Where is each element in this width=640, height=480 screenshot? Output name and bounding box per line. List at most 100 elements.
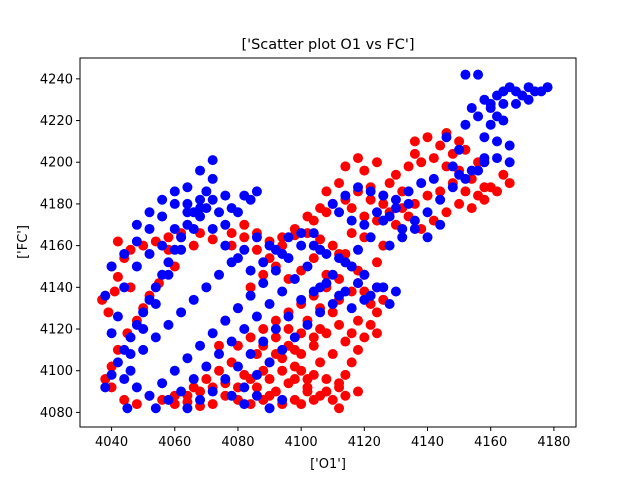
point-s1-2 (112, 357, 123, 368)
point-s1-58 (150, 403, 161, 414)
point-s0-21 (239, 232, 250, 243)
point-s0-59 (353, 315, 364, 326)
point-s0-161 (435, 186, 446, 197)
point-s1-33 (169, 365, 180, 376)
point-s0-89 (340, 336, 351, 347)
point-s0-103 (315, 324, 326, 335)
point-s0-144 (409, 148, 420, 159)
point-s0-47 (327, 394, 338, 405)
y-tick-label: 4080 (40, 406, 73, 421)
point-s1-95 (232, 253, 243, 264)
point-s1-178 (473, 69, 484, 80)
point-s0-60 (308, 340, 319, 351)
point-s1-208 (422, 232, 433, 243)
point-s1-76 (220, 190, 231, 201)
point-s1-36 (207, 328, 218, 339)
point-s1-191 (479, 153, 490, 164)
point-s0-62 (334, 319, 345, 330)
point-s0-38 (258, 324, 269, 335)
point-s1-117 (232, 361, 243, 372)
point-s1-144 (365, 186, 376, 197)
point-s0-52 (359, 332, 370, 343)
point-s1-16 (201, 186, 212, 197)
point-s1-134 (378, 282, 389, 293)
point-s0-175 (479, 194, 490, 205)
point-s1-192 (466, 165, 477, 176)
point-s0-50 (346, 357, 357, 368)
point-s0-173 (454, 198, 465, 209)
point-s1-196 (416, 178, 427, 189)
x-tick-label: 4100 (285, 435, 318, 450)
point-s0-181 (365, 194, 376, 205)
point-s0-191 (239, 219, 250, 230)
point-s1-211 (144, 207, 155, 218)
y-tick-label: 4140 (40, 281, 73, 296)
point-s1-97 (258, 257, 269, 268)
point-s0-218 (334, 378, 345, 389)
point-s1-79 (176, 244, 187, 255)
point-s1-52 (226, 336, 237, 347)
point-s1-84 (119, 374, 130, 385)
point-s0-80 (251, 382, 262, 393)
point-s0-37 (270, 315, 281, 326)
point-s0-201 (119, 394, 130, 405)
point-s1-61 (150, 332, 161, 343)
point-s1-183 (510, 98, 521, 109)
point-s1-123 (239, 382, 250, 393)
point-s0-138 (504, 178, 515, 189)
point-s1-204 (315, 282, 326, 293)
point-s1-0 (100, 382, 111, 393)
point-s1-57 (163, 394, 174, 405)
point-s0-219 (302, 374, 313, 385)
point-s1-56 (176, 386, 187, 397)
point-s1-193 (454, 169, 465, 180)
point-s0-27 (315, 234, 326, 245)
point-s0-76 (201, 374, 212, 385)
point-s0-172 (441, 207, 452, 218)
point-s1-1 (106, 369, 117, 380)
plot-frame (79, 57, 577, 428)
y-tick-label: 4220 (40, 114, 73, 129)
point-s0-11 (103, 307, 114, 318)
y-tick-label: 4240 (40, 72, 73, 87)
point-s0-95 (283, 324, 294, 335)
point-s0-132 (428, 153, 439, 164)
point-s0-165 (485, 182, 496, 193)
point-s0-179 (409, 136, 420, 147)
point-s1-195 (428, 173, 439, 184)
point-s1-161 (492, 153, 503, 164)
point-s1-50 (251, 311, 262, 322)
point-s0-90 (346, 328, 357, 339)
point-s0-115 (258, 269, 269, 280)
point-s1-135 (384, 299, 395, 309)
point-s0-112 (334, 403, 345, 414)
point-s1-64 (188, 294, 199, 305)
point-s1-108 (346, 303, 357, 314)
point-s0-202 (131, 399, 142, 410)
point-s1-157 (447, 182, 458, 193)
point-s1-44 (308, 228, 319, 239)
point-s1-203 (327, 269, 338, 280)
point-s1-10 (163, 257, 174, 268)
chart-title: ['Scatter plot O1 vs FC'] (241, 37, 414, 53)
point-s1-30 (131, 382, 142, 393)
point-s1-114 (270, 324, 281, 335)
y-axis-label: ['FC'] (16, 225, 31, 259)
point-s1-188 (485, 119, 496, 130)
y-tick-label: 4100 (40, 364, 73, 379)
point-s0-193 (188, 240, 199, 251)
point-s1-138 (264, 403, 275, 414)
point-s1-128 (302, 319, 313, 330)
point-s1-4 (125, 332, 136, 343)
point-s0-8 (112, 271, 123, 282)
point-s1-140 (239, 399, 250, 410)
point-s0-98 (264, 374, 275, 385)
point-s0-19 (207, 234, 218, 245)
point-s1-12 (176, 232, 187, 243)
point-s0-101 (308, 332, 319, 343)
series-1 (100, 69, 553, 414)
point-s1-53 (214, 349, 225, 360)
point-s1-198 (390, 203, 401, 214)
point-s0-177 (454, 136, 465, 147)
